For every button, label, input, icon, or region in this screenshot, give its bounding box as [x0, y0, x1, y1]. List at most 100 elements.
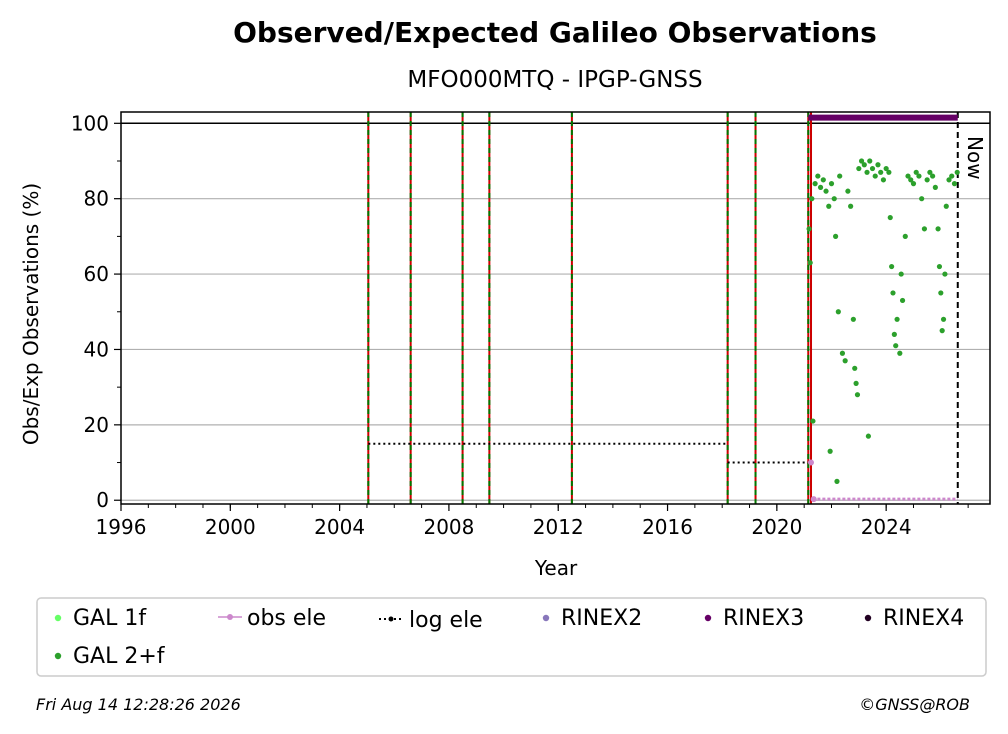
gal-2f-point	[852, 365, 858, 371]
y-tick-label: 40	[84, 337, 109, 361]
gal-2f-point	[854, 392, 861, 398]
gal-2f-point	[910, 181, 917, 187]
gal-2f-point	[921, 226, 928, 232]
legend-marker	[704, 614, 712, 622]
gal-2f-point	[815, 173, 821, 179]
y-axis-label: Obs/Exp Observations (%)	[19, 183, 43, 445]
gal-2f-point	[848, 203, 854, 209]
gal-2f-point	[806, 226, 812, 232]
gal-2f-point	[835, 309, 841, 315]
gal-2f-point	[869, 165, 876, 172]
gal-2f-point	[839, 350, 846, 356]
gal-2f-point	[891, 331, 897, 337]
legend-label: GAL 2+f	[73, 644, 166, 669]
legend-label: RINEX4	[883, 606, 964, 631]
plot-frame	[120, 111, 991, 505]
gal-2f-point	[864, 169, 870, 175]
gal-2f-point	[949, 173, 955, 179]
gal-2f-point	[875, 162, 881, 168]
legend-label: obs ele	[247, 606, 326, 631]
gal-2f-point	[936, 263, 943, 270]
gal-2f-point	[935, 226, 941, 232]
axes: 1996 2000 2004 2008 2012 2016 2020 2024 0 20 40 60 8…	[71, 111, 991, 539]
obs-ele-point	[810, 496, 817, 503]
gal-2f-point	[878, 169, 884, 175]
legend-label: log ele	[409, 608, 483, 633]
gal-2f-point	[943, 203, 949, 209]
gal-2f-point	[834, 478, 840, 484]
gal-2f-point	[837, 173, 843, 179]
legend-marker	[864, 614, 872, 622]
y-tick-label: 80	[84, 187, 109, 211]
legend-label: GAL 1f	[73, 606, 147, 631]
footer-credit: ©GNSS@ROB	[859, 695, 970, 714]
y-tick-label: 20	[84, 413, 109, 437]
gal-2f-point	[930, 173, 936, 179]
gal-2f-point	[842, 358, 848, 364]
gal-2f-point	[880, 177, 887, 183]
gal-2f-point	[820, 177, 826, 183]
legend-marker	[54, 652, 62, 660]
gal-2f-point	[817, 184, 824, 190]
gal-2f-point	[924, 177, 930, 183]
legend: GAL 1f obs ele log ele RINEX2 RINEX3 RINEX4 GA…	[36, 597, 987, 677]
gal-2f-point	[858, 158, 865, 164]
gal-2f-point	[812, 181, 818, 187]
gal-2f-point	[807, 260, 813, 266]
gal-2f-point	[856, 165, 862, 172]
gal-2f-point	[828, 181, 835, 187]
gal-2f-point	[894, 316, 900, 322]
gal-2f-point	[951, 181, 958, 187]
x-tick-label: 2012	[533, 515, 584, 539]
gal-2f-point	[919, 196, 925, 202]
gal-2f-point	[810, 418, 816, 424]
x-tick-label: 2024	[861, 515, 912, 539]
gal-2f-point	[867, 158, 873, 164]
x-tick-label: 2000	[205, 515, 256, 539]
gal-2f-point	[872, 173, 878, 179]
gal-2f-point	[905, 173, 911, 179]
gal-2f-point	[940, 316, 947, 322]
legend-box	[36, 597, 987, 677]
legend-marker	[227, 614, 233, 620]
gal-2f-point	[886, 169, 892, 175]
chart-title: Observed/Expected Galileo Observations	[233, 16, 877, 49]
y-tick-label: 100	[71, 111, 109, 135]
gal-2f-point	[946, 177, 952, 183]
gal-2f-point	[916, 173, 922, 179]
gal-2f-point	[939, 328, 945, 334]
gal-2f-point	[845, 188, 851, 194]
data-points	[368, 114, 960, 503]
gal-2f-point	[823, 188, 829, 194]
gal-2f-point	[932, 184, 938, 190]
gal-2f-point	[887, 214, 893, 221]
gal-2f-point	[826, 203, 832, 209]
gal-2f-point	[954, 169, 960, 175]
gal-2f-point	[850, 316, 856, 322]
gal-2f-point	[908, 177, 914, 183]
gal-2f-point	[938, 290, 944, 296]
x-tick-label: 2008	[423, 515, 474, 539]
gal-2f-point	[831, 196, 837, 202]
gal-2f-point	[865, 433, 871, 439]
gal-2f-point	[853, 380, 859, 386]
x-tick-label: 2016	[642, 515, 693, 539]
gal-2f-point	[898, 271, 904, 277]
gal-2f-point	[809, 196, 815, 202]
gal-2f-point	[890, 290, 896, 296]
footer-timestamp: Fri Aug 14 12:28:26 2026	[36, 695, 241, 714]
x-tick-label: 2004	[314, 515, 365, 539]
y-tick-label: 60	[84, 262, 109, 286]
legend-marker	[542, 614, 550, 622]
event-lines	[367, 112, 959, 504]
x-tick-label: 1996	[96, 515, 147, 539]
legend-marker	[388, 616, 394, 622]
gal-2f-point	[942, 271, 948, 277]
legend-label: RINEX3	[723, 606, 804, 631]
obs-ele-point	[808, 459, 815, 466]
gal-2f-point	[902, 233, 908, 239]
gal-2f-point	[927, 169, 933, 175]
gal-2f-point	[893, 343, 899, 349]
gal-2f-point	[897, 350, 903, 356]
